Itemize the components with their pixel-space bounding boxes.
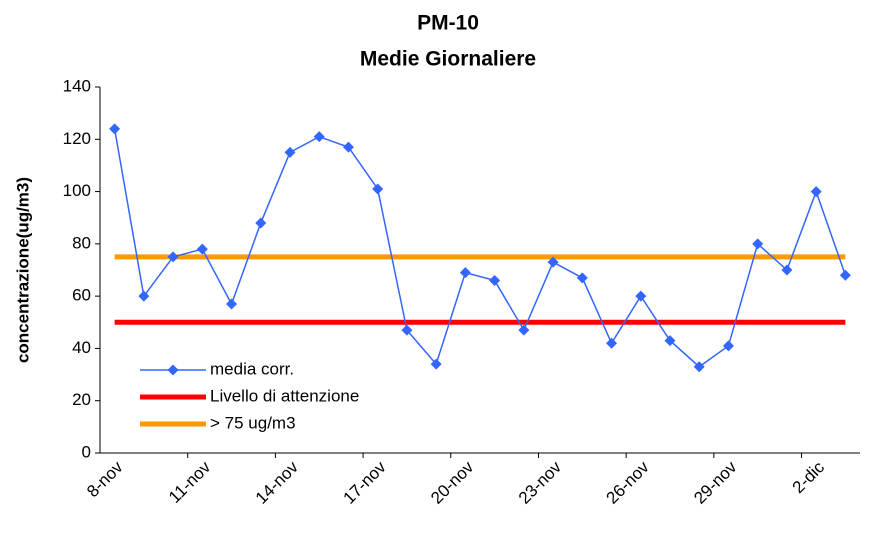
x-tick-label: 20-nov bbox=[427, 457, 478, 508]
point-marker bbox=[810, 186, 822, 198]
y-tick-label: 40 bbox=[72, 338, 91, 357]
point-marker bbox=[839, 269, 851, 281]
point-marker bbox=[547, 256, 559, 268]
x-tick-label: 14-nov bbox=[252, 457, 303, 508]
point-marker bbox=[284, 146, 296, 158]
x-tick-label: 23-nov bbox=[515, 457, 566, 508]
x-tick-label: 2-dic bbox=[789, 457, 829, 497]
point-marker bbox=[635, 290, 647, 302]
series-line bbox=[113, 128, 847, 368]
point-marker bbox=[313, 131, 325, 143]
point-marker bbox=[255, 217, 267, 229]
point-marker bbox=[109, 123, 121, 135]
y-tick-label: 140 bbox=[63, 76, 91, 95]
point-marker bbox=[489, 274, 501, 286]
point-marker bbox=[459, 267, 471, 279]
point-marker bbox=[167, 251, 179, 263]
x-tick-label: 26-nov bbox=[603, 457, 654, 508]
x-tick-label: 29-nov bbox=[690, 457, 741, 508]
y-tick-label: 80 bbox=[72, 233, 91, 252]
chart-title: PM-10 bbox=[417, 12, 479, 35]
y-axis-label: concentrazione(ug/m3) bbox=[13, 177, 32, 363]
point-marker bbox=[781, 264, 793, 276]
chart-subtitle: Medie Giornaliere bbox=[360, 48, 536, 71]
point-marker bbox=[401, 324, 413, 336]
point-marker bbox=[576, 272, 588, 284]
point-marker bbox=[752, 238, 764, 250]
legend-label: Livello di attenzione bbox=[210, 386, 359, 405]
y-tick-label: 60 bbox=[72, 286, 91, 305]
point-marker bbox=[606, 337, 618, 349]
point-marker bbox=[342, 141, 354, 153]
point-marker bbox=[430, 358, 442, 370]
x-tick-label: 11-nov bbox=[165, 457, 215, 507]
point-marker bbox=[664, 335, 676, 347]
point-marker bbox=[138, 290, 150, 302]
legend-label: media corr. bbox=[210, 359, 294, 378]
legend-marker bbox=[167, 364, 179, 376]
point-marker bbox=[196, 243, 208, 255]
x-tick-label: 17-nov bbox=[339, 457, 390, 508]
point-marker bbox=[226, 298, 238, 310]
point-marker bbox=[372, 183, 384, 195]
x-tick-label: 8-nov bbox=[83, 457, 127, 501]
y-tick-label: 0 bbox=[82, 442, 91, 461]
point-marker bbox=[693, 361, 705, 373]
legend-label: > 75 ug/m3 bbox=[210, 413, 296, 432]
y-tick-label: 120 bbox=[63, 129, 91, 148]
y-tick-label: 20 bbox=[72, 390, 91, 409]
point-marker bbox=[722, 340, 734, 352]
point-marker bbox=[518, 324, 530, 336]
y-tick-label: 100 bbox=[63, 181, 91, 200]
